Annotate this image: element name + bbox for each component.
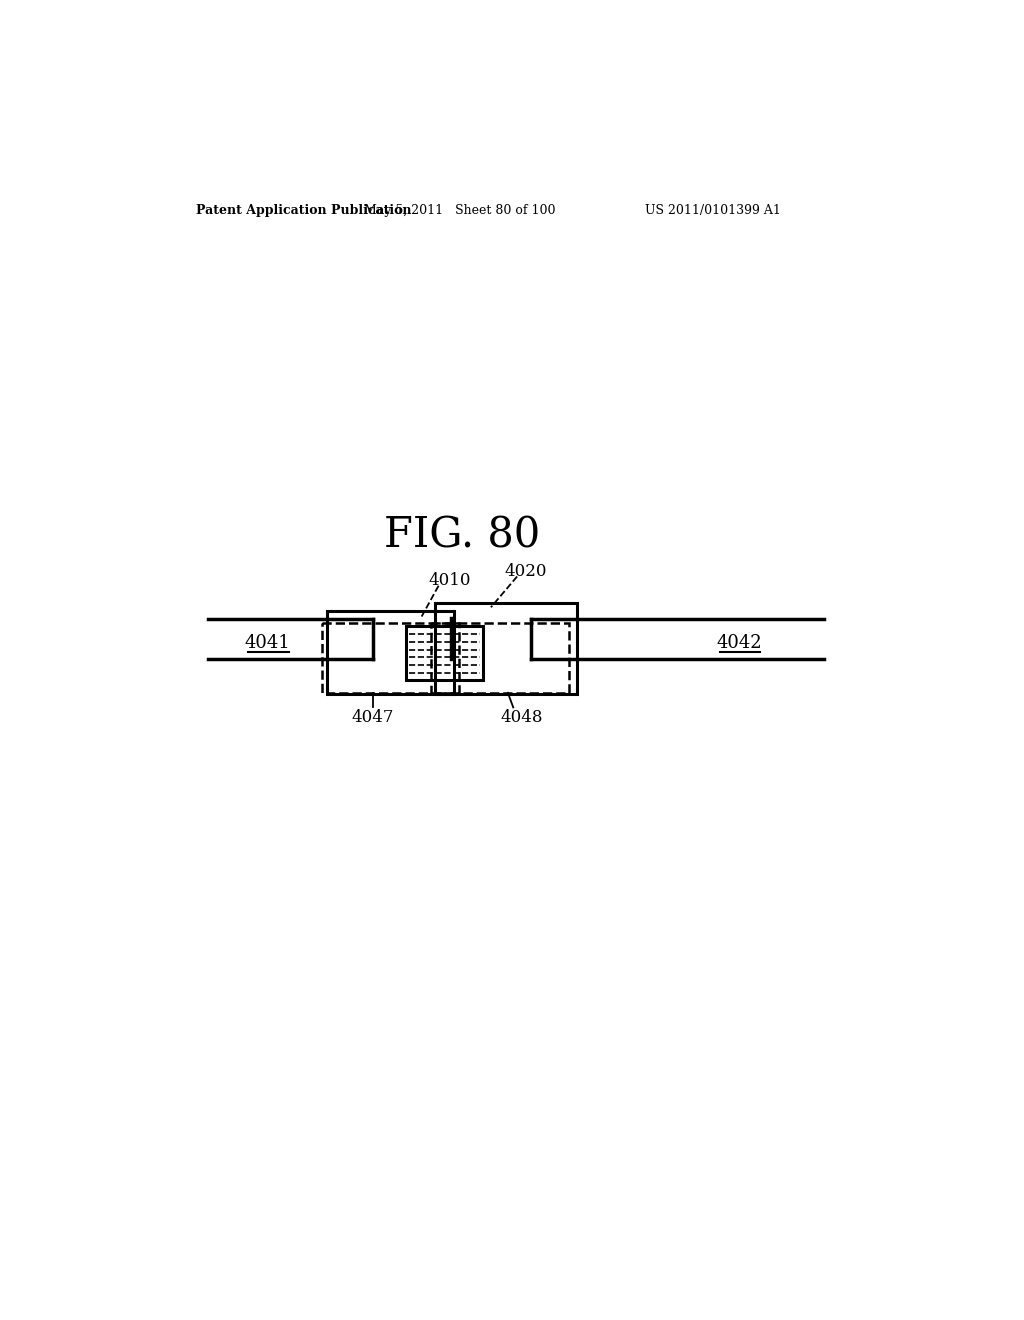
- Text: May 5, 2011   Sheet 80 of 100: May 5, 2011 Sheet 80 of 100: [364, 205, 555, 218]
- Bar: [407, 626, 483, 680]
- Text: 4041: 4041: [245, 635, 291, 652]
- Bar: [327, 611, 454, 694]
- Bar: [431, 623, 569, 693]
- Text: 4042: 4042: [716, 635, 762, 652]
- Text: US 2011/0101399 A1: US 2011/0101399 A1: [645, 205, 780, 218]
- Bar: [322, 623, 459, 693]
- Text: 4020: 4020: [504, 562, 547, 579]
- Text: 4048: 4048: [501, 709, 543, 726]
- Text: 4010: 4010: [429, 572, 471, 589]
- Text: Patent Application Publication: Patent Application Publication: [196, 205, 412, 218]
- Bar: [435, 603, 578, 693]
- Text: 4047: 4047: [352, 709, 394, 726]
- Text: FIG. 80: FIG. 80: [384, 515, 540, 557]
